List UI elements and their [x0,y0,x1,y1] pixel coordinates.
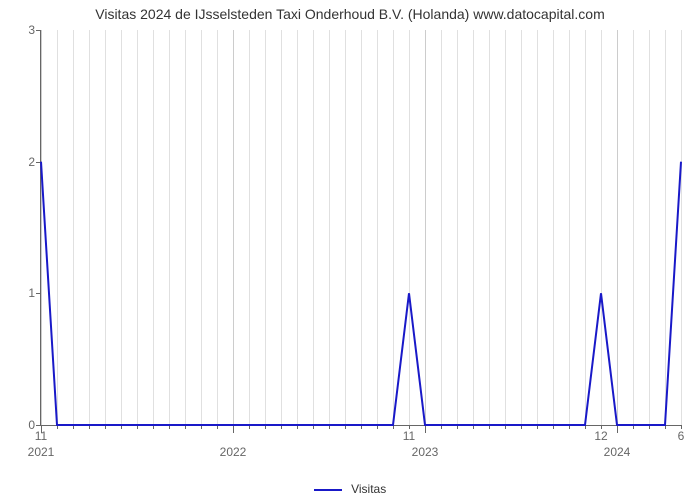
y-tick-label: 1 [28,286,35,300]
x-value-label: 6 [678,429,685,443]
y-tick-label: 3 [28,23,35,37]
x-tick-mark [617,425,618,433]
chart-container: Visitas 2024 de IJsselsteden Taxi Onderh… [0,0,700,500]
series-line [41,162,681,425]
line-layer [41,30,681,425]
x-year-label: 2021 [28,445,55,459]
plot-area: 012311111262021202220232024 [40,30,681,426]
x-year-label: 2022 [220,445,247,459]
x-value-label: 12 [594,429,607,443]
gridline-vertical-minor [681,30,682,425]
x-value-label: 11 [403,429,415,443]
chart-title: Visitas 2024 de IJsselsteden Taxi Onderh… [0,6,700,22]
y-tick-label: 2 [28,155,35,169]
x-value-label: 11 [35,429,47,443]
legend-label: Visitas [351,482,386,496]
legend-swatch [314,489,342,491]
x-year-label: 2023 [412,445,439,459]
x-year-label: 2024 [604,445,631,459]
x-tick-mark [233,425,234,433]
legend: Visitas [0,482,700,496]
x-tick-mark [425,425,426,433]
